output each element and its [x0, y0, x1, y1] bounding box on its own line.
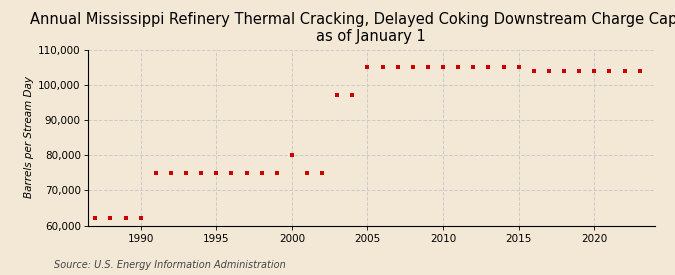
Text: Source: U.S. Energy Information Administration: Source: U.S. Energy Information Administ… — [54, 260, 286, 270]
Y-axis label: Barrels per Stream Day: Barrels per Stream Day — [24, 76, 34, 199]
Title: Annual Mississippi Refinery Thermal Cracking, Delayed Coking Downstream Charge C: Annual Mississippi Refinery Thermal Crac… — [30, 12, 675, 44]
